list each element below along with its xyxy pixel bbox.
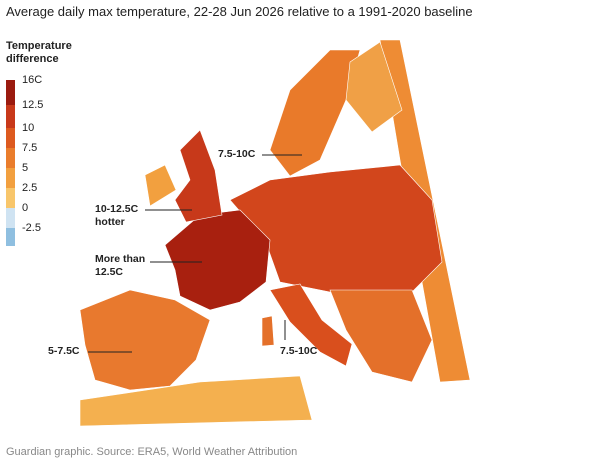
annotation: 5-7.5C bbox=[48, 345, 80, 358]
annotation-line: hotter bbox=[95, 216, 125, 228]
land bbox=[79, 39, 471, 427]
annotation: 10-12.5C hotter bbox=[95, 203, 138, 229]
france bbox=[164, 209, 271, 311]
legend-label: 0 bbox=[22, 202, 29, 214]
central-europe bbox=[229, 164, 443, 293]
legend-swatch bbox=[6, 128, 15, 148]
balkans bbox=[329, 289, 433, 383]
legend-swatch bbox=[6, 105, 15, 128]
sardinia bbox=[261, 315, 275, 347]
britain bbox=[174, 129, 223, 223]
legend-label: 7.5 bbox=[22, 142, 38, 154]
iberia bbox=[79, 289, 211, 391]
north-africa bbox=[79, 375, 313, 427]
legend-swatch bbox=[6, 188, 15, 208]
legend-scale bbox=[6, 80, 15, 246]
annotation-line: More than bbox=[95, 253, 146, 265]
finland bbox=[345, 41, 403, 133]
annotation: 7.5-10C bbox=[280, 345, 317, 358]
legend-label: 16C bbox=[22, 74, 43, 86]
title: Average daily max temperature, 22-28 Jun… bbox=[6, 4, 473, 19]
ireland bbox=[144, 164, 177, 207]
legend-label: -2.5 bbox=[22, 222, 41, 234]
annotation-line: 10-12.5C bbox=[95, 203, 139, 215]
annotation: More than 12.5C bbox=[95, 253, 145, 279]
leader-lines bbox=[88, 154, 302, 353]
legend-swatch bbox=[6, 228, 15, 246]
annotation-line: 12.5C bbox=[95, 266, 124, 278]
legend-label: 2.5 bbox=[22, 182, 38, 194]
legend-label: 10 bbox=[22, 122, 35, 134]
italy bbox=[269, 283, 353, 367]
legend-label: 12.5 bbox=[22, 99, 44, 111]
annotation-line: 7.5-10C bbox=[218, 148, 256, 160]
annotation-line: 5-7.5C bbox=[48, 345, 80, 357]
legend-swatch bbox=[6, 208, 15, 228]
scandinavia bbox=[269, 49, 361, 177]
legend-label: 5 bbox=[22, 162, 29, 174]
legend-title: Temperature difference bbox=[6, 40, 72, 65]
annotation: 7.5-10C bbox=[218, 148, 255, 161]
legend-swatch bbox=[6, 80, 15, 105]
annotation-line: 7.5-10C bbox=[280, 345, 318, 357]
legend-swatch bbox=[6, 168, 15, 188]
legend-swatch bbox=[6, 148, 15, 168]
source: Guardian graphic. Source: ERA5, World We… bbox=[6, 446, 298, 458]
